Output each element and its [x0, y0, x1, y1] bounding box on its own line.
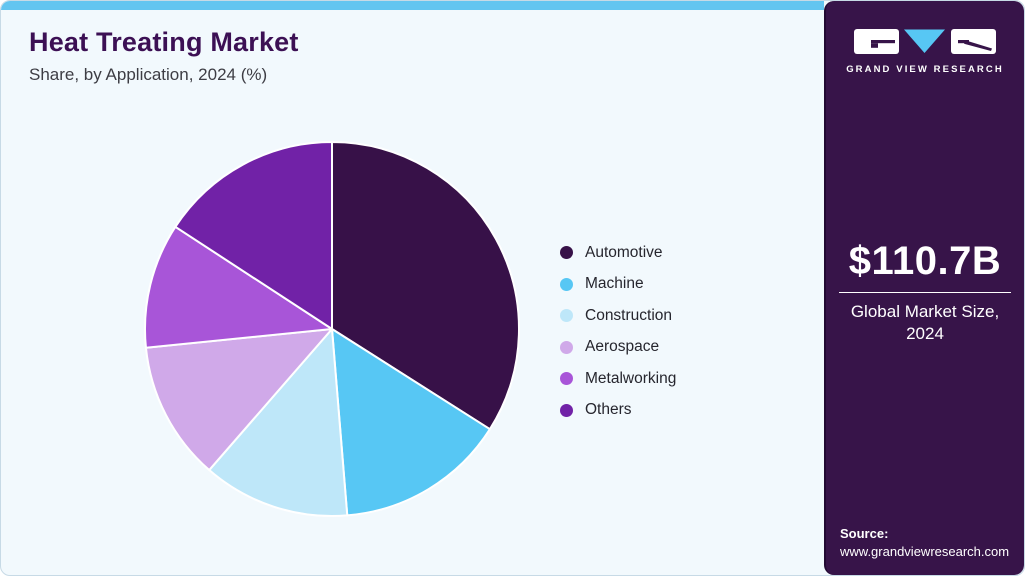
- brand-sidebar: GRAND VIEW RESEARCH $110.7B Global Marke…: [824, 1, 1024, 575]
- pie-slice-others: [174, 141, 333, 330]
- pie-slice-construction: [208, 328, 349, 517]
- market-size-caption: Global Market Size, 2024: [826, 301, 1024, 345]
- source-block: Source: www.grandviewresearch.com: [840, 526, 1009, 559]
- legend-item-construction: Construction: [560, 300, 676, 332]
- gvr-logo-icon: [854, 29, 996, 54]
- pie-slice-metalworking: [144, 225, 333, 349]
- market-caption-line2: 2024: [906, 324, 944, 344]
- legend-dot-automotive: [560, 246, 573, 260]
- legend-label: Automotive: [585, 243, 663, 261]
- page-title: Heat Treating Market: [29, 27, 299, 57]
- market-caption-line1: Global Market Size,: [850, 302, 1000, 321]
- gvr-logo: GRAND VIEW RESEARCH: [826, 29, 1024, 75]
- legend-label: Others: [585, 401, 632, 419]
- legend-label: Aerospace: [585, 338, 660, 356]
- market-size-block: $110.7B Global Market Size, 2024: [826, 239, 1024, 345]
- chart-legend: Automotive Machine Construction Aerospac…: [560, 237, 676, 426]
- legend-item-machine: Machine: [560, 269, 676, 301]
- page-subtitle: Share, by Application, 2024 (%): [29, 65, 268, 84]
- legend-item-aerospace: Aerospace: [560, 332, 676, 364]
- logo-text: GRAND VIEW RESEARCH: [846, 64, 1004, 75]
- top-accent-bar: [1, 1, 824, 10]
- legend-dot-others: [560, 403, 573, 417]
- pie-slice-aerospace: [144, 328, 333, 472]
- market-size-divider: [839, 292, 1011, 293]
- market-size-value: $110.7B: [848, 239, 1002, 283]
- legend-label: Machine: [585, 275, 644, 293]
- pie-slice-automotive: [331, 141, 520, 431]
- source-url: www.grandviewresearch.com: [840, 544, 1010, 559]
- source-label: Source:: [840, 526, 889, 541]
- legend-dot-construction: [560, 309, 573, 323]
- pie-chart: [143, 140, 521, 518]
- legend-item-automotive: Automotive: [560, 237, 676, 269]
- legend-dot-machine: [560, 277, 573, 291]
- legend-item-metalworking: Metalworking: [560, 363, 676, 395]
- pie-chart-svg: [144, 141, 520, 517]
- title-block: Heat Treating Market Share, by Applicati…: [29, 27, 299, 85]
- legend-label: Metalworking: [585, 369, 677, 387]
- legend-item-others: Others: [560, 395, 676, 427]
- pie-slice-machine: [331, 328, 491, 517]
- legend-label: Construction: [585, 306, 673, 324]
- chart-area: Heat Treating Market Share, by Applicati…: [1, 1, 824, 575]
- legend-dot-aerospace: [560, 340, 573, 354]
- legend-dot-metalworking: [560, 372, 573, 386]
